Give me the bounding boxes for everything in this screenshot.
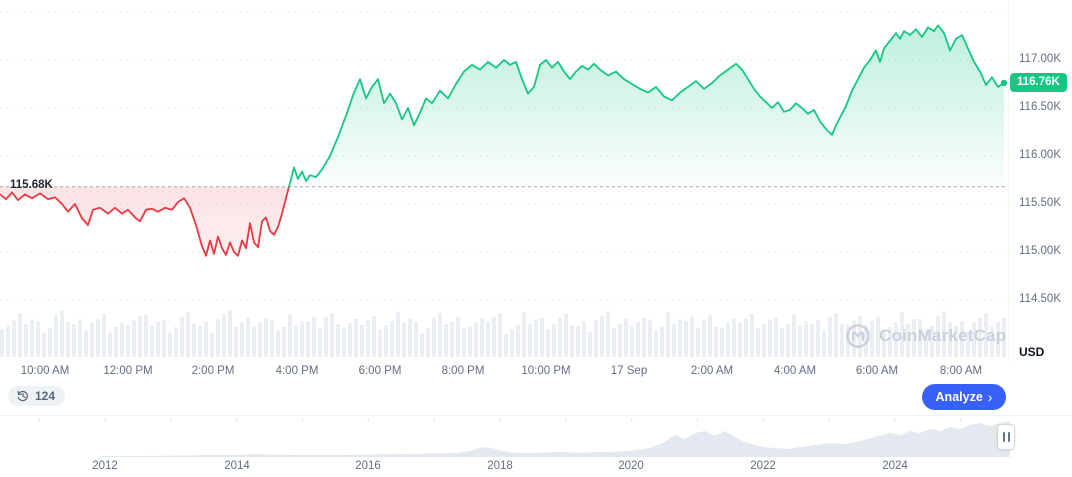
- year-axis: 2012 2014 2016 2018 2020 2022 2024: [0, 460, 1072, 476]
- time-axis-label: 10:00 PM: [521, 365, 571, 377]
- y-axis-label: 115.50K: [1019, 197, 1061, 209]
- y-axis-label: 116.50K: [1019, 101, 1061, 113]
- time-axis-label: 17 Sep: [610, 365, 648, 377]
- price-chart-svg: [0, 11, 1008, 357]
- year-label: 2022: [750, 460, 776, 472]
- coinmarketcap-watermark: CoinMarketCap: [845, 323, 1006, 349]
- analyze-button[interactable]: Analyze ›: [922, 384, 1006, 410]
- price-line: [0, 24, 1005, 257]
- year-label: 2020: [618, 460, 644, 472]
- time-axis-label: 2:00 PM: [191, 365, 235, 377]
- main-chart[interactable]: 115.68K CoinMarketCap: [0, 0, 1008, 362]
- currency-label[interactable]: USD: [1019, 345, 1045, 359]
- y-axis-label: 115.00K: [1019, 245, 1061, 257]
- time-axis-label: 2:00 AM: [690, 365, 734, 377]
- current-price-dot: [1000, 79, 1008, 87]
- history-count: 124: [35, 389, 56, 403]
- year-label: 2012: [92, 460, 118, 472]
- time-axis-label: 4:00 AM: [773, 365, 817, 377]
- chevron-right-icon: ›: [987, 388, 993, 405]
- history-icon: [17, 390, 28, 402]
- y-axis-label: 117.00K: [1019, 53, 1061, 65]
- history-overview-chart: [38, 417, 1010, 457]
- time-axis-label: 10:00 AM: [20, 365, 70, 377]
- time-axis-label: 8:00 PM: [441, 365, 485, 377]
- analyze-label: Analyze: [935, 390, 983, 404]
- year-label: 2024: [882, 460, 908, 472]
- year-label: 2016: [355, 460, 381, 472]
- y-axis-label: 116.00K: [1019, 149, 1061, 161]
- time-axis: 10:00 AM 12:00 PM 2:00 PM 4:00 PM 6:00 PM 8:0…: [0, 363, 1008, 381]
- history-area: [100, 421, 1010, 457]
- volume-bars: [0, 309, 1006, 357]
- history-count-badge[interactable]: 124: [8, 386, 66, 406]
- time-axis-label: 6:00 AM: [855, 365, 899, 377]
- time-axis-label: 8:00 AM: [939, 365, 983, 377]
- watermark-text: CoinMarketCap: [879, 326, 1007, 345]
- timeline-navigator[interactable]: 2012 2014 2016 2018 2020 2022 2024: [0, 415, 1072, 477]
- year-label: 2018: [487, 460, 513, 472]
- time-axis-label: 4:00 PM: [275, 365, 319, 377]
- y-axis-label: 114.50K: [1019, 293, 1061, 305]
- baseline-price-label: 115.68K: [10, 178, 53, 191]
- current-price-badge: 116.76K: [1010, 73, 1067, 93]
- price-axis: 116.76K USD 117.00K 116.50K 116.00K 115.50K…: [1008, 0, 1072, 362]
- coinmarketcap-logo-icon: [846, 324, 870, 348]
- year-label: 2014: [224, 460, 250, 472]
- time-axis-label: 6:00 PM: [358, 365, 402, 377]
- navigator-drag-handle[interactable]: [997, 424, 1015, 450]
- time-axis-label: 12:00 PM: [103, 365, 153, 377]
